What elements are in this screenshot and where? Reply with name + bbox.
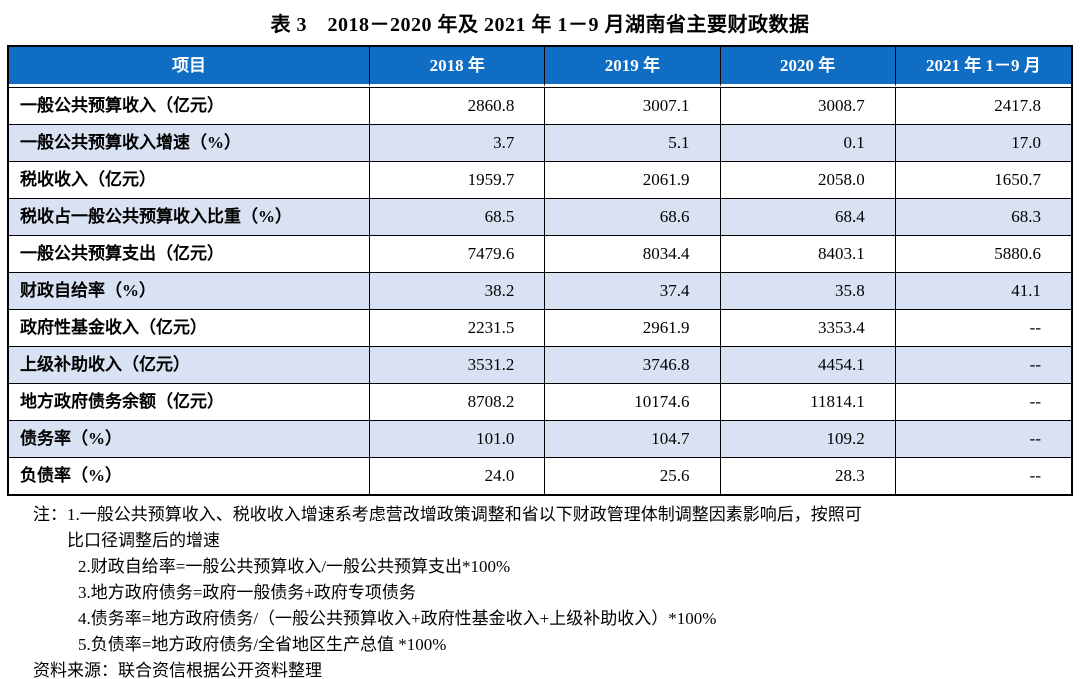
value-cell: 3746.8 (545, 346, 721, 383)
value-cell: -- (895, 420, 1071, 457)
footnote-5: 5.负债率=地方政府债务/全省地区生产总值 *100% (78, 635, 447, 654)
value-cell: 24.0 (370, 457, 546, 494)
table-row: 上级补助收入（亿元） 3531.2 3746.8 4454.1 -- (9, 346, 1071, 383)
table-row: 一般公共预算支出（亿元） 7479.6 8034.4 8403.1 5880.6 (9, 235, 1071, 272)
value-cell: -- (895, 309, 1071, 346)
footnote-1-text: 1.一般公共预算收入、税收收入增速系考虑营改增政策调整和省以下财政管理体制调整因… (67, 505, 862, 550)
table-row: 财政自给率（%） 38.2 37.4 35.8 41.1 (9, 272, 1071, 309)
table-row: 负债率（%） 24.0 25.6 28.3 -- (9, 457, 1071, 494)
row-label-cell: 税收占一般公共预算收入比重（%） (9, 198, 371, 235)
value-cell: 7479.6 (370, 235, 546, 272)
table-row: 债务率（%） 101.0 104.7 109.2 -- (9, 420, 1071, 457)
table-title: 表 3 2018－2020 年及 2021 年 1－9 月湖南省主要财政数据 (270, 14, 810, 36)
footnote-1: 注： 1.一般公共预算收入、税收收入增速系考虑营改增政策调整和省以下财政管理体制… (33, 502, 1080, 554)
value-cell: 68.6 (545, 198, 721, 235)
header-cell-item: 项目 (9, 47, 371, 87)
value-cell: 3531.2 (370, 346, 546, 383)
value-cell: 37.4 (545, 272, 721, 309)
table-row: 地方政府债务余额（亿元） 8708.2 10174.6 11814.1 -- (9, 383, 1071, 420)
value-cell: 35.8 (720, 272, 896, 309)
value-cell: 4454.1 (720, 346, 896, 383)
value-cell: 2417.8 (895, 87, 1071, 124)
fiscal-data-table: 项目 2018 年 2019 年 2020 年 2021 年 1－9 月 一般公… (7, 45, 1073, 496)
row-label-cell: 财政自给率（%） (9, 272, 371, 309)
header-cell-2018: 2018 年 (370, 47, 546, 87)
value-cell: 1959.7 (370, 161, 546, 198)
value-cell: 68.5 (370, 198, 546, 235)
data-source-line: 资料来源：联合资信根据公开资料整理 (33, 661, 322, 679)
value-cell: -- (895, 383, 1071, 420)
value-cell: -- (895, 346, 1071, 383)
value-cell: 1650.7 (895, 161, 1071, 198)
row-label-cell: 税收收入（亿元） (9, 161, 371, 198)
row-label-cell: 一般公共预算收入（亿元） (9, 87, 371, 124)
header-cell-2021-jan-sep: 2021 年 1－9 月 (895, 47, 1071, 87)
table-row: 税收占一般公共预算收入比重（%） 68.5 68.6 68.4 68.3 (9, 198, 1071, 235)
value-cell: 11814.1 (720, 383, 896, 420)
value-cell: 2058.0 (720, 161, 896, 198)
value-cell: -- (895, 457, 1071, 494)
table-row: 一般公共预算收入增速（%） 3.7 5.1 0.1 17.0 (9, 124, 1071, 161)
row-label-cell: 地方政府债务余额（亿元） (9, 383, 371, 420)
value-cell: 109.2 (720, 420, 896, 457)
value-cell: 8034.4 (545, 235, 721, 272)
value-cell: 41.1 (895, 272, 1071, 309)
footnotes: 注： 1.一般公共预算收入、税收收入增速系考虑营改增政策调整和省以下财政管理体制… (33, 502, 1080, 658)
value-cell: 3353.4 (720, 309, 896, 346)
table-row: 一般公共预算收入（亿元） 2860.8 3007.1 3008.7 2417.8 (9, 87, 1071, 124)
row-label-cell: 一般公共预算收入增速（%） (9, 124, 371, 161)
row-label-cell: 上级补助收入（亿元） (9, 346, 371, 383)
value-cell: 2961.9 (545, 309, 721, 346)
footnote-list: 2.财政自给率=一般公共预算收入/一般公共预算支出*100% 3.地方政府债务=政… (33, 554, 1080, 658)
value-cell: 3007.1 (545, 87, 721, 124)
value-cell: 5.1 (545, 124, 721, 161)
row-label-cell: 政府性基金收入（亿元） (9, 309, 371, 346)
value-cell: 25.6 (545, 457, 721, 494)
value-cell: 10174.6 (545, 383, 721, 420)
value-cell: 8708.2 (370, 383, 546, 420)
table-body: 一般公共预算收入（亿元） 2860.8 3007.1 3008.7 2417.8 一般公共… (9, 87, 1071, 494)
value-cell: 68.3 (895, 198, 1071, 235)
header-cell-2020: 2020 年 (720, 47, 896, 87)
table-header: 项目 2018 年 2019 年 2020 年 2021 年 1－9 月 (9, 47, 1071, 87)
value-cell: 2061.9 (545, 161, 721, 198)
footnote-3: 3.地方政府债务=政府一般债务+政府专项债务 (78, 583, 416, 602)
value-cell: 17.0 (895, 124, 1071, 161)
row-label-cell: 一般公共预算支出（亿元） (9, 235, 371, 272)
value-cell: 8403.1 (720, 235, 896, 272)
footnote-4: 4.债务率=地方政府债务/（一般公共预算收入+政府性基金收入+上级补助收入）*1… (78, 609, 717, 628)
table-row: 政府性基金收入（亿元） 2231.5 2961.9 3353.4 -- (9, 309, 1071, 346)
value-cell: 101.0 (370, 420, 546, 457)
row-label-cell: 负债率（%） (9, 457, 371, 494)
footnote-2: 2.财政自给率=一般公共预算收入/一般公共预算支出*100% (78, 557, 511, 576)
value-cell: 104.7 (545, 420, 721, 457)
header-cell-2019: 2019 年 (545, 47, 721, 87)
value-cell: 0.1 (720, 124, 896, 161)
value-cell: 5880.6 (895, 235, 1071, 272)
value-cell: 68.4 (720, 198, 896, 235)
notes-prefix-label: 注： (33, 505, 67, 524)
table-row: 税收收入（亿元） 1959.7 2061.9 2058.0 1650.7 (9, 161, 1071, 198)
value-cell: 3.7 (370, 124, 546, 161)
row-label-cell: 债务率（%） (9, 420, 371, 457)
value-cell: 38.2 (370, 272, 546, 309)
value-cell: 3008.7 (720, 87, 896, 124)
header-row: 项目 2018 年 2019 年 2020 年 2021 年 1－9 月 (9, 47, 1071, 87)
value-cell: 2231.5 (370, 309, 546, 346)
value-cell: 2860.8 (370, 87, 546, 124)
value-cell: 28.3 (720, 457, 896, 494)
